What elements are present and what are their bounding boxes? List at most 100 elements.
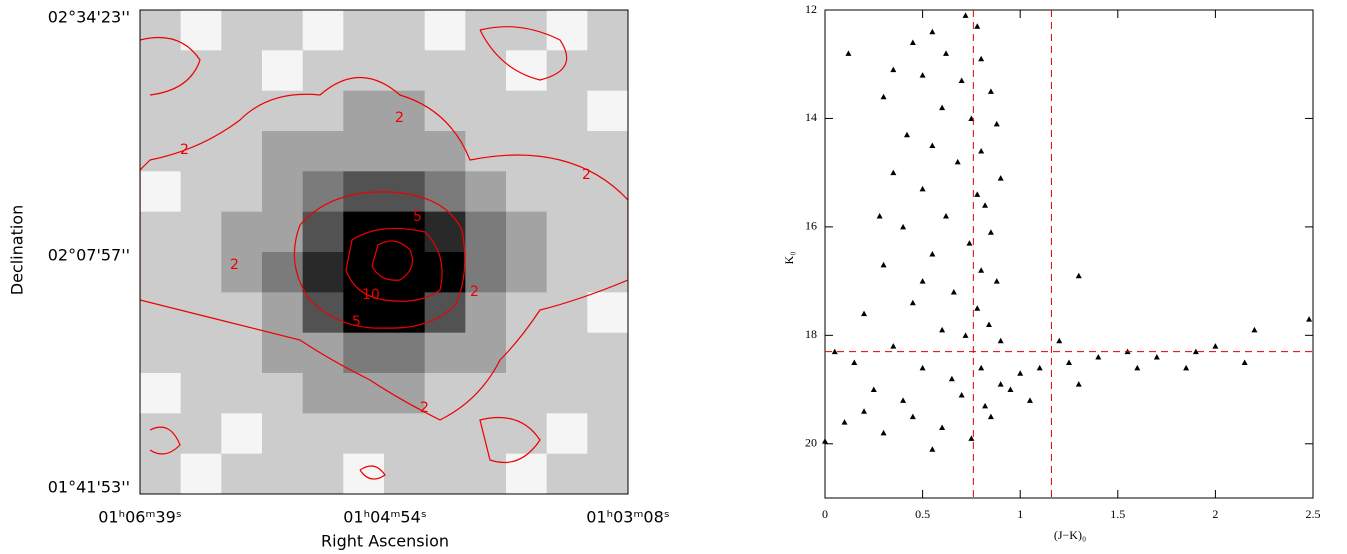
contour-label: 2 (180, 142, 189, 158)
point (974, 305, 981, 311)
heat-cell (343, 453, 385, 494)
point (929, 446, 936, 452)
contour-label: 2 (420, 400, 429, 416)
x-tick-label: 01ʰ04ᵐ54ˢ (343, 508, 427, 527)
heat-cell (587, 373, 628, 414)
heat-cell (465, 10, 507, 51)
point (1192, 348, 1199, 355)
point (822, 438, 828, 444)
plot-frame (139, 9, 629, 495)
heat-cell (587, 131, 628, 172)
heat-cell (424, 453, 466, 494)
heat-cell (221, 211, 263, 253)
heat-cell (343, 252, 385, 293)
heat-cell (546, 90, 588, 132)
heat-cell (302, 413, 344, 455)
x-tick-label: 0 (822, 507, 828, 521)
heat-cell (140, 413, 182, 455)
heat-cell (262, 413, 304, 455)
point (909, 39, 916, 46)
point (861, 310, 868, 317)
heat-cell (424, 10, 466, 51)
heat-cell (465, 171, 507, 213)
heat-cell (302, 373, 344, 414)
heat-cell (221, 10, 263, 51)
contour (140, 26, 568, 480)
point (851, 359, 858, 365)
heatmap (140, 10, 628, 494)
point (880, 261, 887, 268)
heat-cell (587, 332, 628, 374)
heat-cell (506, 50, 548, 92)
point (919, 185, 926, 192)
heat-cell (506, 413, 548, 455)
heat-cell (424, 90, 466, 132)
heat-cell (221, 131, 263, 172)
heat-cell (587, 10, 628, 51)
heat-cell (384, 131, 426, 172)
heat-cell (262, 453, 304, 494)
x-tick-label: 1 (1017, 507, 1023, 521)
heat-cell (465, 131, 507, 172)
heat-cell (384, 252, 426, 293)
point (900, 223, 907, 230)
heat-cell (343, 90, 385, 132)
x-tick-label: 01ʰ06ᵐ39ˢ (98, 508, 182, 527)
y-tick-label: 18 (805, 327, 817, 341)
heat-cell (343, 413, 385, 455)
point (1075, 272, 1082, 279)
point (919, 72, 926, 78)
point (948, 375, 955, 382)
heat-cell (465, 332, 507, 374)
point (962, 12, 969, 18)
heat-cell (546, 131, 588, 172)
heat-cell (506, 211, 548, 253)
heat-cell (302, 90, 344, 132)
heat-cell (465, 373, 507, 414)
point (1153, 354, 1160, 360)
heat-cell (587, 292, 628, 334)
contour-labels: 5 5 10 2 2 2 2 2 2 (180, 110, 591, 416)
point (978, 364, 985, 371)
heat-cell (262, 90, 304, 132)
heat-cell (302, 10, 344, 51)
heat-cell (140, 131, 182, 172)
heat-cell (180, 10, 222, 51)
point (950, 288, 957, 295)
heat-cell (221, 332, 263, 374)
heat-cell (424, 211, 466, 253)
heat-cell (180, 252, 222, 293)
x-tick-label: 0.5 (915, 507, 930, 521)
point (939, 326, 946, 333)
point (1241, 359, 1248, 365)
point (968, 435, 975, 441)
contour (345, 227, 443, 302)
contour-label: 10 (362, 287, 380, 303)
heat-cell (262, 292, 304, 334)
y-axis-label: K₀ (782, 252, 796, 265)
point (1007, 386, 1014, 393)
point (870, 386, 877, 393)
point (919, 364, 926, 371)
heat-cell (506, 131, 548, 172)
heat-cell (140, 332, 182, 374)
heat-cell (424, 131, 466, 172)
heat-cell (384, 90, 426, 132)
point (966, 240, 973, 246)
heat-cell (587, 413, 628, 455)
heat-cell (180, 453, 222, 494)
x-tick-label: 1.5 (1110, 507, 1125, 521)
heat-cell (262, 171, 304, 213)
heat-cell (424, 171, 466, 213)
point (876, 213, 883, 219)
point (919, 278, 926, 284)
y-tick-label: 01°41'53'' (48, 478, 130, 497)
heat-cell (262, 131, 304, 172)
point (974, 191, 981, 197)
heat-cell (262, 211, 304, 253)
point (909, 413, 916, 420)
point (954, 158, 961, 165)
heat-cell (180, 211, 222, 253)
heat-cell (180, 50, 222, 92)
point (1212, 343, 1219, 349)
